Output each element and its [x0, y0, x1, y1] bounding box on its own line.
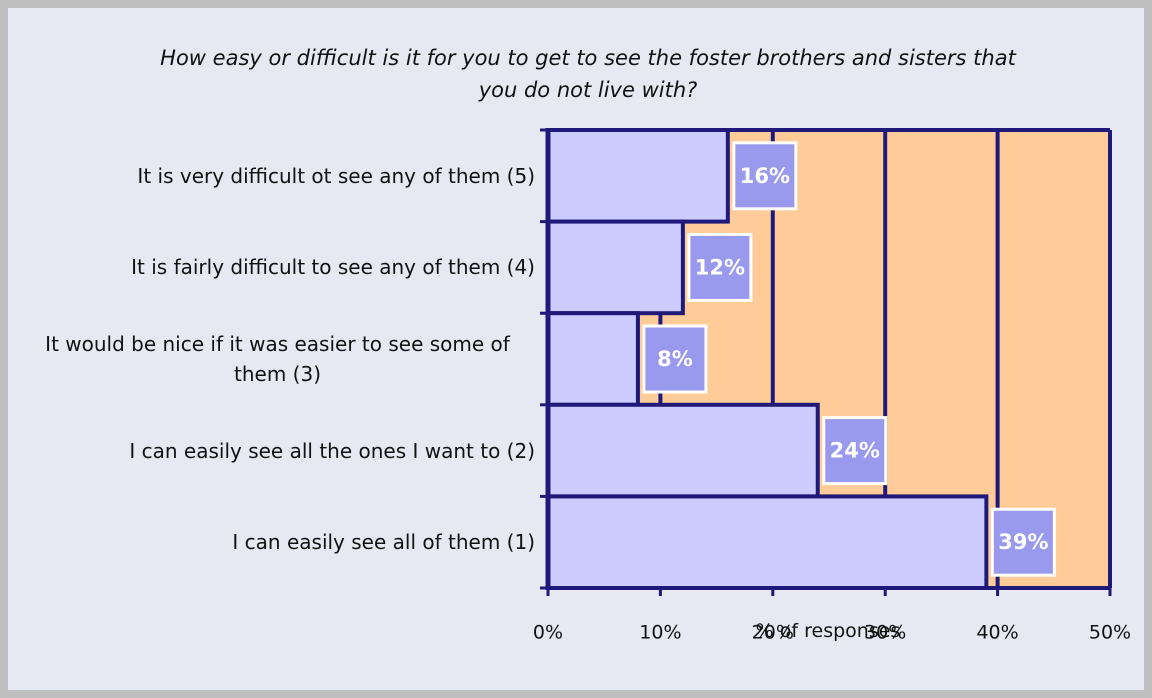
bar: [546, 494, 989, 590]
x-tick-label: 10%: [639, 622, 681, 644]
x-tick-label: 30%: [864, 622, 906, 644]
data-label: 16%: [740, 164, 790, 188]
plot: 0% 10% 20% 30% 40% 50% 16% 12% 8% 24% 39%: [533, 128, 1131, 644]
x-tick-label: 50%: [1089, 622, 1131, 644]
chart-title: How easy or difficult is it for you to g…: [160, 46, 1016, 102]
data-label-box: [642, 324, 708, 394]
bar: [546, 402, 820, 499]
y-tick-label: It would be nice if it was easier to see…: [45, 332, 510, 386]
y-tick-label: It is fairly difficult to see any of the…: [131, 255, 535, 280]
x-tick-label: 0%: [533, 622, 563, 644]
data-label-box: [732, 141, 798, 211]
x-tick-label: 20%: [752, 622, 794, 644]
data-label-box: [990, 507, 1056, 577]
y-tick-label: I can easily see all of them (1): [232, 530, 535, 555]
data-label: 8%: [657, 347, 693, 371]
bar: [546, 219, 685, 316]
x-axis-label: % of responses: [755, 620, 901, 642]
x-tick-label: 40%: [976, 622, 1018, 644]
y-tick-label: It is very difficult ot see any of them …: [137, 163, 535, 188]
data-label: 39%: [998, 530, 1048, 554]
bar: [546, 311, 640, 407]
data-label: 24%: [830, 439, 880, 463]
data-label: 12%: [695, 255, 745, 279]
y-tick-label: I can easily see all the ones I want to …: [129, 438, 535, 463]
bar: [546, 128, 730, 224]
data-label-box: [822, 416, 888, 486]
data-label-box: [687, 232, 753, 302]
